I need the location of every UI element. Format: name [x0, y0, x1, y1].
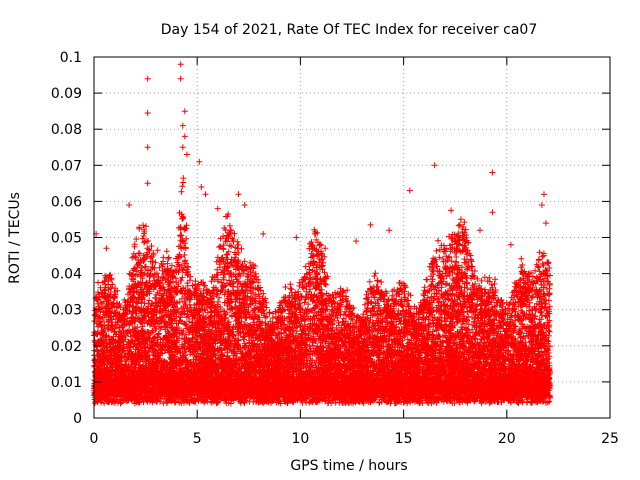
x-axis-label: GPS time / hours	[290, 458, 407, 474]
scatter-markers	[91, 61, 554, 407]
y-axis-label: ROTI / TECUs	[7, 192, 23, 284]
y-tick-label: 0.1	[60, 50, 82, 66]
x-tick-label: 0	[90, 431, 99, 447]
x-tick-label: 10	[291, 431, 309, 447]
y-tick-label: 0	[73, 411, 82, 427]
y-tick-label: 0.01	[51, 375, 82, 391]
y-tick-label: 0.08	[51, 122, 82, 138]
y-tick-label: 0.07	[51, 158, 82, 174]
chart-title: Day 154 of 2021, Rate Of TEC Index for r…	[161, 22, 537, 38]
y-tick-label: 0.05	[51, 231, 82, 247]
y-tick-label: 0.04	[51, 267, 82, 283]
y-tick-label: 0.03	[51, 303, 82, 319]
y-tick-label: 0.09	[51, 86, 82, 102]
x-tick-label: 20	[498, 431, 516, 447]
data-points	[91, 61, 554, 407]
axis-ticks: 0 0.01 0.02 0.03 0.04 0.05 0.06 0.07 0.08 0.09 0.1…	[51, 50, 619, 447]
y-tick-label: 0.06	[51, 194, 82, 210]
x-tick-label: 15	[395, 431, 413, 447]
y-tick-label: 0.02	[51, 339, 82, 355]
x-tick-label: 5	[193, 431, 202, 447]
x-tick-label: 25	[601, 431, 619, 447]
